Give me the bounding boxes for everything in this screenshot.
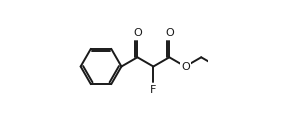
Text: O: O	[133, 28, 142, 38]
Text: F: F	[150, 85, 156, 95]
Text: O: O	[181, 61, 190, 72]
Text: O: O	[165, 28, 174, 38]
